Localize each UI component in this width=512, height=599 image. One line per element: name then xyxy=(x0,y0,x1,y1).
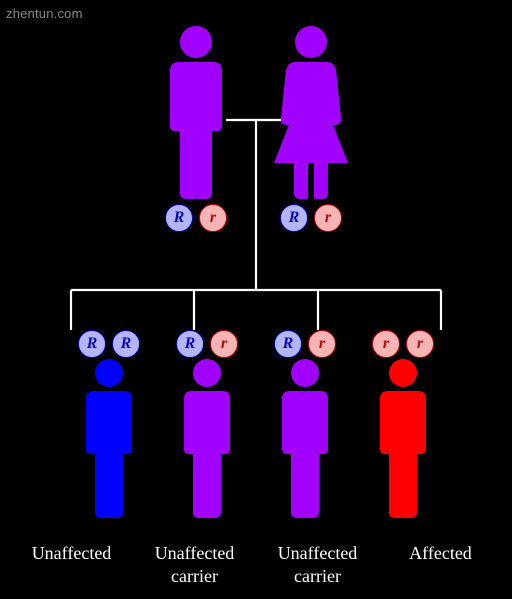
parent-father: R r xyxy=(156,24,236,232)
children-row: R R R r R r r r xyxy=(0,330,512,528)
allele-row: R r xyxy=(274,330,336,358)
child-3: R r xyxy=(270,330,340,528)
person-icon xyxy=(266,24,356,204)
child-2: R r xyxy=(172,330,242,528)
allele-row: r r xyxy=(372,330,434,358)
child-label: Unaffected xyxy=(24,542,119,587)
allele-recessive: r xyxy=(372,330,400,358)
allele-dominant: R xyxy=(280,204,308,232)
parents-row: R r R r xyxy=(0,24,512,232)
person-icon xyxy=(368,358,438,528)
allele-dominant: R xyxy=(274,330,302,358)
allele-recessive: r xyxy=(199,204,227,232)
parent-mother: R r xyxy=(266,24,356,232)
child-label: Unaffected carrier xyxy=(270,542,365,587)
person-icon xyxy=(172,358,242,528)
allele-row: R R xyxy=(78,330,140,358)
watermark-text: zhentun.com xyxy=(6,6,83,21)
child-1: R R xyxy=(74,330,144,528)
allele-recessive: r xyxy=(308,330,336,358)
allele-recessive: r xyxy=(210,330,238,358)
person-icon xyxy=(156,24,236,204)
labels-row: Unaffected Unaffected carrier Unaffected… xyxy=(0,542,512,587)
allele-row: R r xyxy=(280,204,342,232)
child-label: Affected xyxy=(393,542,488,587)
allele-dominant: R xyxy=(78,330,106,358)
allele-dominant: R xyxy=(176,330,204,358)
person-icon xyxy=(74,358,144,528)
child-label: Unaffected carrier xyxy=(147,542,242,587)
child-4: r r xyxy=(368,330,438,528)
allele-row: R r xyxy=(176,330,238,358)
allele-recessive: r xyxy=(406,330,434,358)
allele-dominant: R xyxy=(165,204,193,232)
person-icon xyxy=(270,358,340,528)
allele-row: R r xyxy=(165,204,227,232)
allele-recessive: r xyxy=(314,204,342,232)
allele-dominant: R xyxy=(112,330,140,358)
